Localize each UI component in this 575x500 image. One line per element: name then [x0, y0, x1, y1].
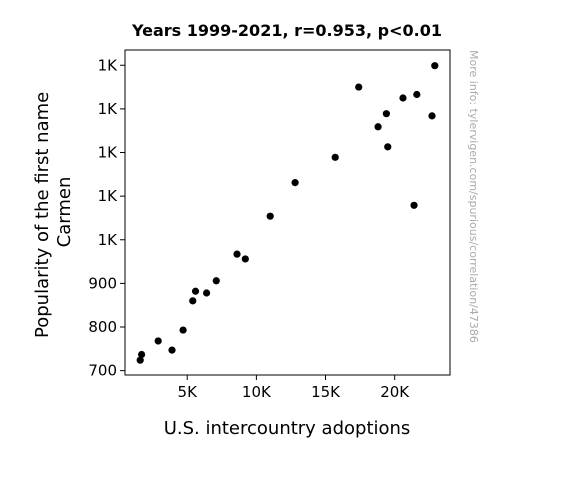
data-point	[191, 287, 200, 295]
data-point	[399, 94, 407, 102]
data-point	[136, 356, 144, 364]
y-tick-label: 1K	[98, 100, 119, 118]
data-point	[233, 250, 241, 258]
y-axis-label-line-1: Popularity of the first name	[32, 92, 53, 338]
data-point	[266, 212, 274, 220]
y-tick-label: 900	[88, 274, 117, 292]
data-point	[291, 179, 299, 187]
x-tick-label: 5K	[178, 383, 199, 401]
data-point	[382, 110, 390, 118]
x-axis-label: U.S. intercountry adoptions	[164, 418, 411, 439]
x-tick-label: 20K	[380, 383, 410, 401]
y-tick-label: 1K	[98, 56, 119, 74]
y-tick-label: 1K	[98, 231, 119, 249]
data-point	[212, 277, 220, 285]
data-point	[413, 90, 421, 99]
y-tick-label: 800	[88, 318, 117, 336]
x-tick-label: 15K	[311, 383, 341, 401]
data-point	[331, 153, 339, 161]
data-point	[384, 143, 392, 151]
y-tick-label: 1K	[98, 187, 119, 205]
chart-title: Years 1999-2021, r=0.953, p<0.01	[131, 21, 442, 40]
data-point	[154, 337, 162, 345]
y-axis-label-line-2: Carmen	[54, 177, 75, 248]
y-axis-ticks: 700 800 900 1K 1K 1K 1K 1K	[88, 56, 125, 380]
data-point	[189, 297, 197, 305]
data-point	[374, 123, 382, 131]
data-point	[168, 346, 176, 354]
data-point	[431, 62, 439, 70]
data-point	[410, 201, 418, 209]
y-tick-label: 700	[88, 362, 117, 380]
source-note: More info: tylervigen.com/spurious/corre…	[467, 50, 480, 343]
y-axis-label: Popularity of the first name Carmen	[32, 86, 75, 338]
data-point	[137, 350, 146, 359]
plot-area	[124, 49, 451, 376]
y-tick-label: 1K	[98, 144, 119, 162]
data-point	[355, 83, 363, 91]
x-tick-label: 10K	[242, 383, 272, 401]
data-point	[241, 255, 249, 263]
data-point	[202, 289, 211, 297]
data-points	[136, 62, 439, 364]
data-point	[179, 326, 187, 334]
x-axis-ticks: 5K 10K 15K 20K	[178, 375, 410, 401]
data-point	[428, 112, 436, 120]
